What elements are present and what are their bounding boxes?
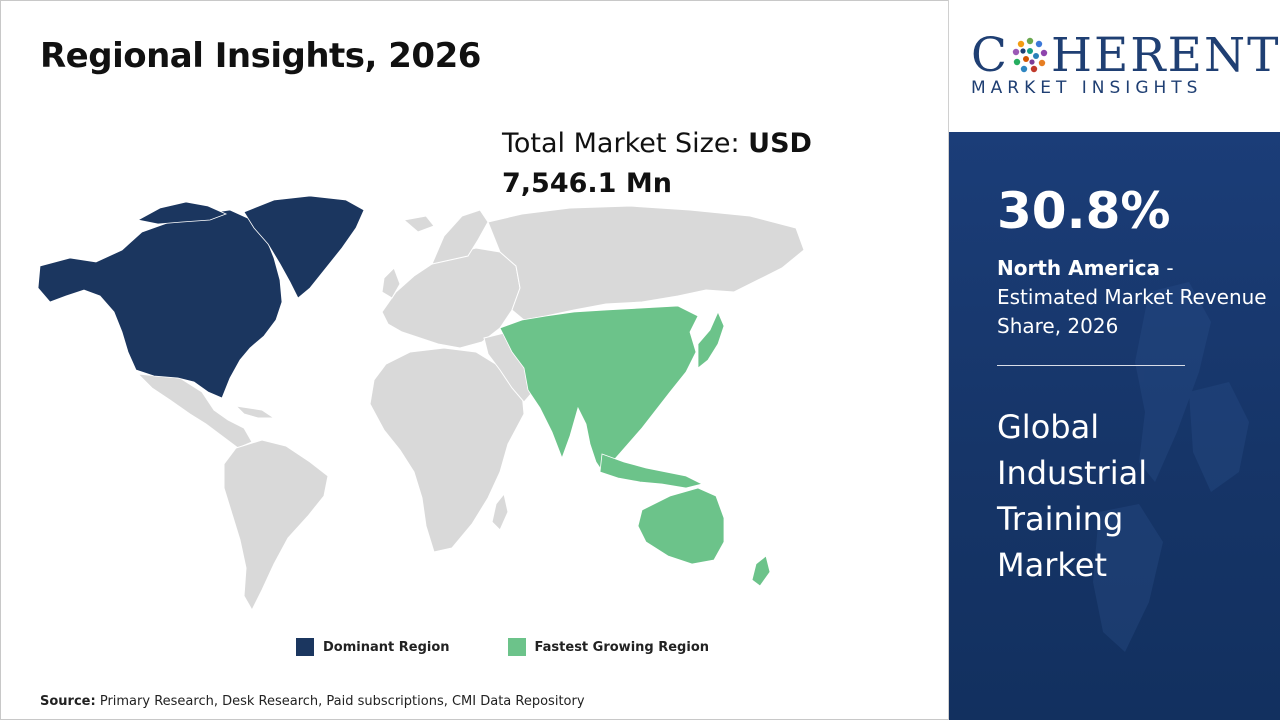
highlight-percentage: 30.8% (997, 182, 1171, 240)
logo-globe-icon (1012, 37, 1048, 73)
legend-item-fastest: Fastest Growing Region (507, 638, 710, 656)
logo-word-end: HERENT (1050, 28, 1280, 83)
highlight-description-text: - Estimated Market Revenue Share, 2026 (997, 256, 1267, 338)
map-europe (381, 247, 521, 349)
source-text: Primary Research, Desk Research, Paid su… (99, 694, 585, 709)
market-size-label: Total Market Size: (502, 128, 740, 159)
map-russia (487, 205, 805, 321)
legend-label-dominant: Dominant Region (323, 639, 450, 655)
map-africa (369, 347, 525, 553)
map-asia (499, 305, 699, 475)
map-legend: Dominant Region Fastest Growing Region (296, 638, 767, 656)
source-label: Source: (40, 694, 96, 709)
highlight-description: North America - Estimated Market Revenue… (997, 254, 1267, 341)
market-size: Total Market Size: USD 7,546.1 Mn (502, 124, 812, 204)
map-caribbean (234, 405, 276, 419)
legend-swatch-fastest (507, 638, 526, 656)
market-size-value: 7,546.1 Mn (502, 168, 672, 199)
legend-item-dominant: Dominant Region (296, 638, 450, 656)
map-greenland (243, 195, 365, 299)
legend-swatch-dominant (296, 638, 314, 656)
map-north-america (37, 209, 283, 399)
logo: C HERENT MARK (949, 0, 1280, 132)
panel-divider (997, 365, 1185, 366)
map-australia (637, 487, 725, 565)
side-panel: C HERENT MARK (948, 0, 1280, 720)
map-uk (381, 267, 401, 299)
highlight-region: North America (997, 256, 1161, 280)
map-japan (697, 311, 725, 369)
world-map (37, 195, 805, 612)
panel-map-watermark (1093, 282, 1249, 652)
market-name-line: Industrial (997, 454, 1148, 492)
page-title: Regional Insights, 2026 (40, 36, 481, 76)
market-size-currency: USD (748, 128, 812, 159)
market-name-line: Market (997, 546, 1107, 584)
logo-word-start: C (971, 28, 1009, 83)
map-south-america (223, 439, 329, 612)
legend-label-fastest: Fastest Growing Region (534, 639, 710, 655)
map-scandinavia (431, 209, 489, 265)
map-indonesia (599, 453, 704, 489)
logo-subtitle: MARKET INSIGHTS (971, 78, 1203, 98)
source-note: Source: Primary Research, Desk Research,… (40, 694, 585, 709)
map-new-zealand (751, 555, 771, 587)
market-name-line: Global (997, 408, 1100, 446)
map-central-america (136, 373, 253, 449)
market-name-line: Training (997, 500, 1124, 538)
highlight-panel: 30.8% North America - Estimated Market R… (949, 132, 1280, 720)
market-name: Global Industrial Training Market (997, 404, 1257, 588)
map-iceland (402, 215, 435, 233)
map-madagascar (491, 492, 509, 531)
map-arctic-islands (136, 201, 228, 225)
logo-wordmark: C HERENT (971, 32, 1280, 79)
